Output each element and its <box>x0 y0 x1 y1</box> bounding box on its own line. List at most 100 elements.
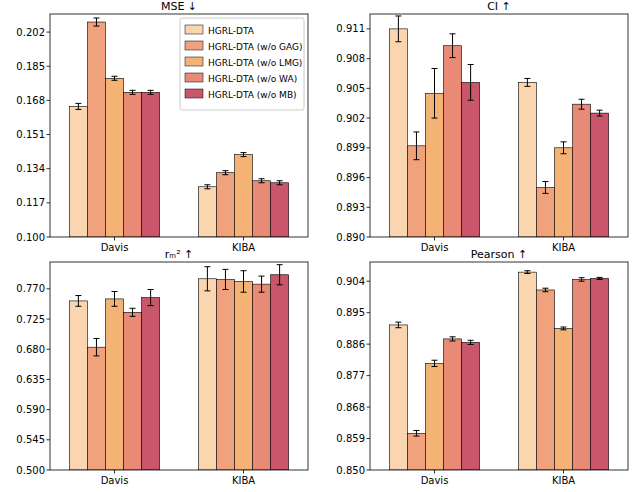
error-bar <box>524 271 530 274</box>
y-tick-label: 0.725 <box>16 314 45 325</box>
legend-swatch <box>185 25 203 34</box>
y-tick-label: 0.896 <box>336 172 365 183</box>
error-bar <box>468 65 474 101</box>
legend-swatch <box>185 57 203 66</box>
error-bar <box>579 278 585 281</box>
y-tick-label: 0.911 <box>336 23 365 34</box>
x-tick <box>563 470 564 474</box>
x-tick-label: Davis <box>101 242 129 253</box>
bar <box>573 279 591 470</box>
y-tick-label: 0.850 <box>336 465 365 476</box>
error-bar <box>93 338 99 355</box>
bar <box>462 82 480 237</box>
x-tick-label: KIBA <box>232 475 255 486</box>
legend-swatch <box>185 41 203 50</box>
figure: MSE ↓0.1000.1170.1340.1510.1680.1850.202… <box>0 0 640 492</box>
y-tick-label: 0.908 <box>336 53 365 64</box>
legend-label: HGRL-DTA <box>208 26 255 36</box>
error-bar <box>148 290 154 306</box>
y-tick <box>47 409 51 410</box>
error-bar <box>413 430 419 436</box>
bar <box>554 328 572 470</box>
x-tick <box>114 470 115 474</box>
y-tick <box>367 438 371 439</box>
error-bar <box>130 308 136 316</box>
error-bar <box>561 142 567 154</box>
y-tick-label: 0.893 <box>336 202 365 213</box>
y-tick-label: 0.100 <box>16 232 45 243</box>
bar <box>444 339 462 470</box>
bar <box>518 272 536 470</box>
bar <box>462 342 480 470</box>
frame <box>370 14 628 237</box>
error-bar <box>259 179 265 183</box>
bar <box>198 187 216 237</box>
bar <box>87 347 105 470</box>
y-tick <box>47 470 51 471</box>
y-tick-label: 0.899 <box>336 142 365 153</box>
x-tick-label: KIBA <box>552 242 575 253</box>
x-tick <box>114 237 115 241</box>
y-tick <box>47 319 51 320</box>
y-tick <box>47 349 51 350</box>
error-bar <box>241 271 247 292</box>
error-bar <box>450 337 456 341</box>
bar <box>591 113 609 237</box>
panel: CI ↑0.8900.8930.8960.8990.9020.9050.9080… <box>336 0 628 253</box>
y-tick <box>367 177 371 178</box>
y-tick-label: 0.895 <box>336 307 365 318</box>
y-tick <box>367 407 371 408</box>
y-tick <box>367 312 371 313</box>
y-tick <box>367 147 371 148</box>
y-tick <box>47 66 51 67</box>
y-tick <box>47 100 51 101</box>
bar <box>389 29 407 237</box>
error-bar <box>148 90 154 94</box>
x-tick-label: KIBA <box>552 475 575 486</box>
bar <box>407 433 425 470</box>
y-tick-label: 0.185 <box>16 61 45 72</box>
bar <box>554 148 572 237</box>
y-tick <box>47 134 51 135</box>
y-tick-label: 0.680 <box>16 344 45 355</box>
bar <box>69 301 87 470</box>
bar <box>234 281 252 470</box>
y-tick-label: 0.868 <box>336 402 365 413</box>
x-tick-label: Davis <box>421 475 449 486</box>
y-tick-label: 0.151 <box>16 129 45 140</box>
x-tick <box>243 470 244 474</box>
y-tick <box>47 32 51 33</box>
x-tick-label: Davis <box>421 242 449 253</box>
bar <box>124 312 142 470</box>
y-tick <box>47 202 51 203</box>
y-tick-label: 0.859 <box>336 433 365 444</box>
y-tick-label: 0.590 <box>16 404 45 415</box>
legend-swatch <box>185 89 203 98</box>
bar <box>536 290 554 470</box>
panel: MSE ↓0.1000.1170.1340.1510.1680.1850.202… <box>16 0 308 253</box>
y-tick <box>47 168 51 169</box>
error-bar <box>222 171 228 175</box>
y-tick-label: 0.500 <box>16 465 45 476</box>
y-tick-label: 0.904 <box>336 276 365 287</box>
y-tick-label: 0.902 <box>336 113 365 124</box>
error-bar <box>277 181 283 185</box>
y-tick <box>367 58 371 59</box>
bar <box>198 279 216 470</box>
error-bar <box>413 132 419 160</box>
y-tick <box>367 281 371 282</box>
bar <box>536 187 554 237</box>
legend-label: HGRL-DTA (w/o GAG) <box>208 42 303 52</box>
bar <box>425 363 443 470</box>
y-tick-label: 0.886 <box>336 339 365 350</box>
frame <box>50 262 308 470</box>
legend-box <box>180 18 304 110</box>
error-bar <box>75 103 81 109</box>
x-tick <box>434 237 435 241</box>
y-tick <box>47 379 51 380</box>
y-tick-label: 0.117 <box>16 197 45 208</box>
error-bar <box>561 327 567 330</box>
error-bar <box>130 90 136 94</box>
y-tick <box>47 237 51 238</box>
error-bar <box>395 16 401 42</box>
